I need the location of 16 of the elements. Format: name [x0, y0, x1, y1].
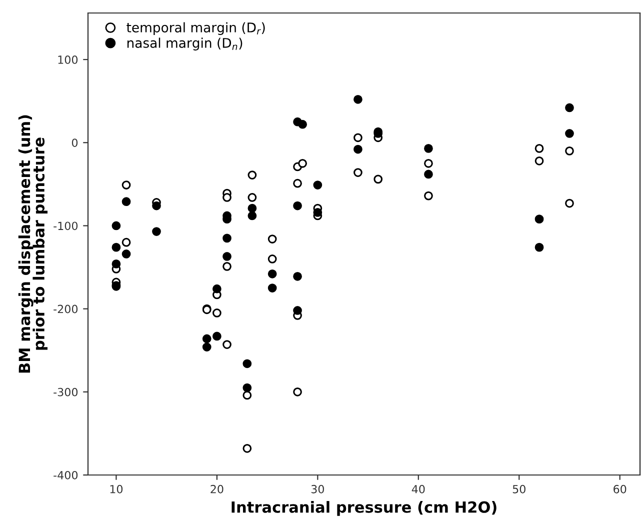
- y-tick-label: 0: [72, 138, 78, 148]
- x-tick-label: 60: [614, 484, 626, 494]
- y-axis-title: BM margin displacement (um) prior to lumbar puncture: [18, 115, 48, 373]
- legend-label: temporal margin (D$_{r}$): [126, 22, 265, 36]
- y-tick-label: -200: [54, 304, 78, 314]
- y-tick-label: -300: [54, 388, 78, 396]
- y-tick-label: -100: [54, 222, 78, 230]
- legend-label: nasal margin (D$_{n}$): [127, 38, 242, 50]
- x-tick-label: 30: [311, 484, 324, 494]
- x-tick-label: 10: [110, 484, 123, 494]
- y-tick-label: 100: [58, 56, 78, 64]
- x-tick-label: 20: [210, 484, 224, 494]
- x-tick-label: 50: [512, 484, 526, 494]
- x-tick-label: 40: [412, 484, 425, 494]
- x-axis-title: Intracranial pressure (cm H2O): [232, 501, 496, 516]
- y-tick-label: -400: [54, 470, 78, 480]
